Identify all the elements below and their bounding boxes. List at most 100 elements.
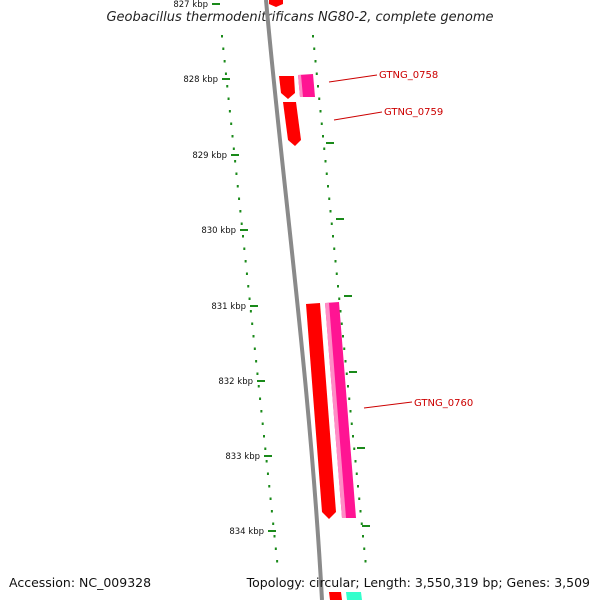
accession-text: Accession: NC_009328: [9, 575, 152, 590]
outer-track-dot: [343, 347, 346, 350]
genome-summary-text: Topology: circular; Length: 3,550,319 bp…: [246, 575, 590, 590]
outer-track-dot: [327, 185, 329, 188]
gene-features[interactable]: [269, 0, 362, 600]
inner-track-dot: [266, 472, 269, 475]
inner-track-dot: [242, 235, 244, 238]
outer-track-dot: [324, 160, 327, 163]
kbp-tick: [264, 455, 272, 457]
inner-track-dot: [269, 497, 272, 500]
outer-track-dot: [319, 110, 322, 113]
outer-track-dot: [332, 235, 334, 238]
gene-labels: GTNG_0758 GTNG_0759 GTNG_0760: [328, 70, 473, 409]
gene-box-highlight: [298, 75, 303, 97]
inner-track-dot: [255, 360, 258, 363]
inner-track-dot: [231, 135, 234, 138]
outer-track-dot: [323, 147, 326, 150]
outer-track-dot: [318, 97, 321, 100]
inner-track-dot: [259, 397, 262, 400]
inner-track-dot: [238, 197, 241, 200]
outer-track-dot: [349, 410, 352, 413]
inner-track-dot: [261, 422, 264, 425]
inner-track-dot: [234, 160, 237, 163]
inner-track-dot: [270, 510, 273, 513]
gene-arrow-top-partial[interactable]: [269, 0, 283, 7]
gene-label: GTNG_0760: [414, 398, 473, 409]
gene-label-leader: [328, 74, 378, 83]
outer-track-dot: [330, 222, 333, 225]
gene-arrow-gtng-0758[interactable]: [279, 76, 295, 99]
inner-track-dot: [276, 560, 279, 563]
kbp-tick-label: 834 kbp: [229, 527, 264, 537]
dotted-tracks: [221, 35, 370, 563]
inner-track-dot: [232, 147, 235, 150]
map-title: Geobacillus thermodenitrificans NG80-2, …: [106, 10, 494, 25]
inner-track-dot: [264, 447, 267, 450]
inner-track-dot: [263, 435, 265, 438]
gene-label-leader: [363, 401, 413, 409]
outer-track-dash: [326, 142, 334, 144]
outer-track-dot: [362, 535, 364, 538]
inner-track-dot: [257, 385, 260, 388]
outer-track-dot: [364, 560, 367, 563]
inner-track-dot: [253, 347, 256, 350]
outer-track-dot: [337, 285, 339, 288]
inner-track-dot: [273, 535, 276, 538]
outer-track-dot: [314, 60, 317, 63]
kbp-tick-label: 830 kbp: [201, 226, 236, 236]
gene-arrow-gtng-0759[interactable]: [283, 102, 301, 146]
outer-track-dot: [359, 510, 362, 513]
inner-track-dot: [268, 485, 271, 488]
inner-track-dot: [260, 410, 263, 413]
outer-track-dot: [312, 35, 314, 38]
outer-track-dot: [320, 122, 323, 125]
outer-track-dash: [336, 218, 344, 220]
inner-track-dot: [252, 335, 255, 338]
outer-track-dash: [362, 525, 370, 527]
inner-track-dot: [247, 285, 250, 288]
outer-track-dot: [345, 372, 348, 375]
inner-track-dot: [228, 110, 231, 113]
inner-track-dot: [251, 322, 254, 325]
inner-track-dot: [265, 460, 268, 463]
outer-track-dot: [348, 397, 351, 400]
outer-track-dot: [315, 72, 318, 75]
gene-label-leader: [333, 111, 383, 121]
inner-track-dot: [243, 247, 246, 250]
kbp-tick: [212, 3, 220, 5]
kbp-tick: [240, 229, 248, 231]
outer-track-dot: [344, 360, 347, 363]
outer-track-dot: [357, 485, 359, 488]
inner-track-dot: [227, 97, 230, 100]
outer-track-dot: [338, 297, 341, 300]
kbp-tick-label: 828 kbp: [183, 75, 218, 85]
outer-track-dot: [363, 547, 366, 550]
outer-track-dot: [355, 472, 358, 475]
inner-track-dot: [230, 122, 233, 125]
kbp-tick: [250, 305, 258, 307]
outer-track-dash: [344, 295, 352, 297]
outer-track-dot: [329, 210, 332, 213]
kbp-tick-label: 827 kbp: [173, 0, 208, 10]
gene-box-bottom-red[interactable]: [329, 592, 342, 600]
outer-track-dot: [353, 447, 356, 450]
gene-arrow-gtng-0760[interactable]: [306, 303, 336, 519]
inner-track-dot: [244, 260, 247, 263]
inner-track-dot: [245, 272, 248, 275]
inner-track-dot: [256, 372, 259, 375]
inner-track-dot: [223, 60, 226, 63]
inner-track-dot: [222, 47, 225, 50]
inner-track-dot: [239, 210, 242, 213]
outer-track-dash: [349, 371, 357, 373]
inner-track-dot: [226, 85, 229, 88]
outer-track-dot: [342, 335, 344, 338]
kbp-tick: [222, 78, 230, 80]
gene-box-bottom-teal[interactable]: [346, 592, 362, 600]
outer-track-dot: [317, 85, 319, 88]
inner-track-dot: [272, 522, 275, 525]
kbp-tick-label: 831 kbp: [211, 302, 246, 312]
kbp-tick: [268, 530, 276, 532]
outer-track-dot: [339, 310, 342, 313]
outer-track-dot: [335, 272, 338, 275]
inner-track-dot: [249, 310, 252, 313]
